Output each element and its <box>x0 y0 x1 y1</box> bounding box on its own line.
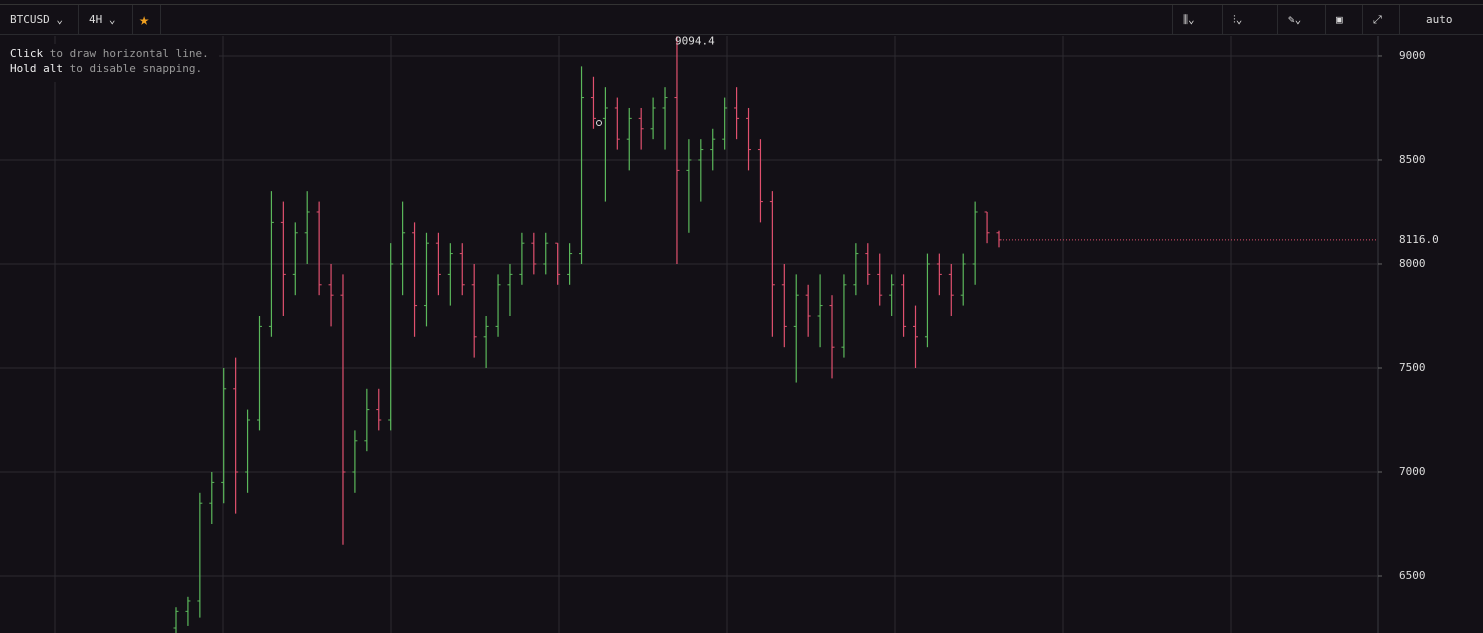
hint-key: Click <box>10 47 44 60</box>
scale-mode[interactable]: auto <box>1399 5 1483 35</box>
interval-select[interactable]: 4H ⌄ <box>79 5 133 35</box>
hint-text: to draw horizontal line. <box>49 47 209 60</box>
indicator-select[interactable]: ⫶⌄ <box>1222 5 1277 35</box>
chart-type-select[interactable]: ⫼⌄ <box>1172 5 1222 35</box>
symbol-select[interactable]: BTCUSD ⌄ <box>0 5 79 35</box>
fullscreen-button[interactable]: ⤢ <box>1362 5 1399 35</box>
y-tick-label: 8500 <box>1399 153 1426 166</box>
y-tick-label: 7500 <box>1399 361 1426 374</box>
hint: Click to draw horizontal line. Hold alt … <box>0 44 219 82</box>
study-button[interactable]: ▣ <box>1325 5 1362 35</box>
toolbar: BTCUSD ⌄ 4H ⌄ ★ ⫼⌄ ⫶⌄ ✎⌄ ▣ ⤢ auto <box>0 4 1483 35</box>
hint-key: Hold alt <box>10 62 63 75</box>
cursor <box>596 120 602 126</box>
interval: 4H <box>89 13 103 26</box>
high-label: 9094.4 <box>675 34 715 47</box>
last-price-label: 8116.0 <box>1399 233 1439 246</box>
y-tick-label: 7000 <box>1399 465 1426 478</box>
y-tick-label: 6500 <box>1399 569 1426 582</box>
draw-select[interactable]: ✎⌄ <box>1277 5 1325 35</box>
favorite-star[interactable]: ★ <box>133 5 161 35</box>
symbol: BTCUSD <box>10 13 50 26</box>
y-tick-label: 8000 <box>1399 257 1426 270</box>
hint-text: to disable snapping. <box>69 62 203 75</box>
y-tick-label: 9000 <box>1399 49 1426 62</box>
